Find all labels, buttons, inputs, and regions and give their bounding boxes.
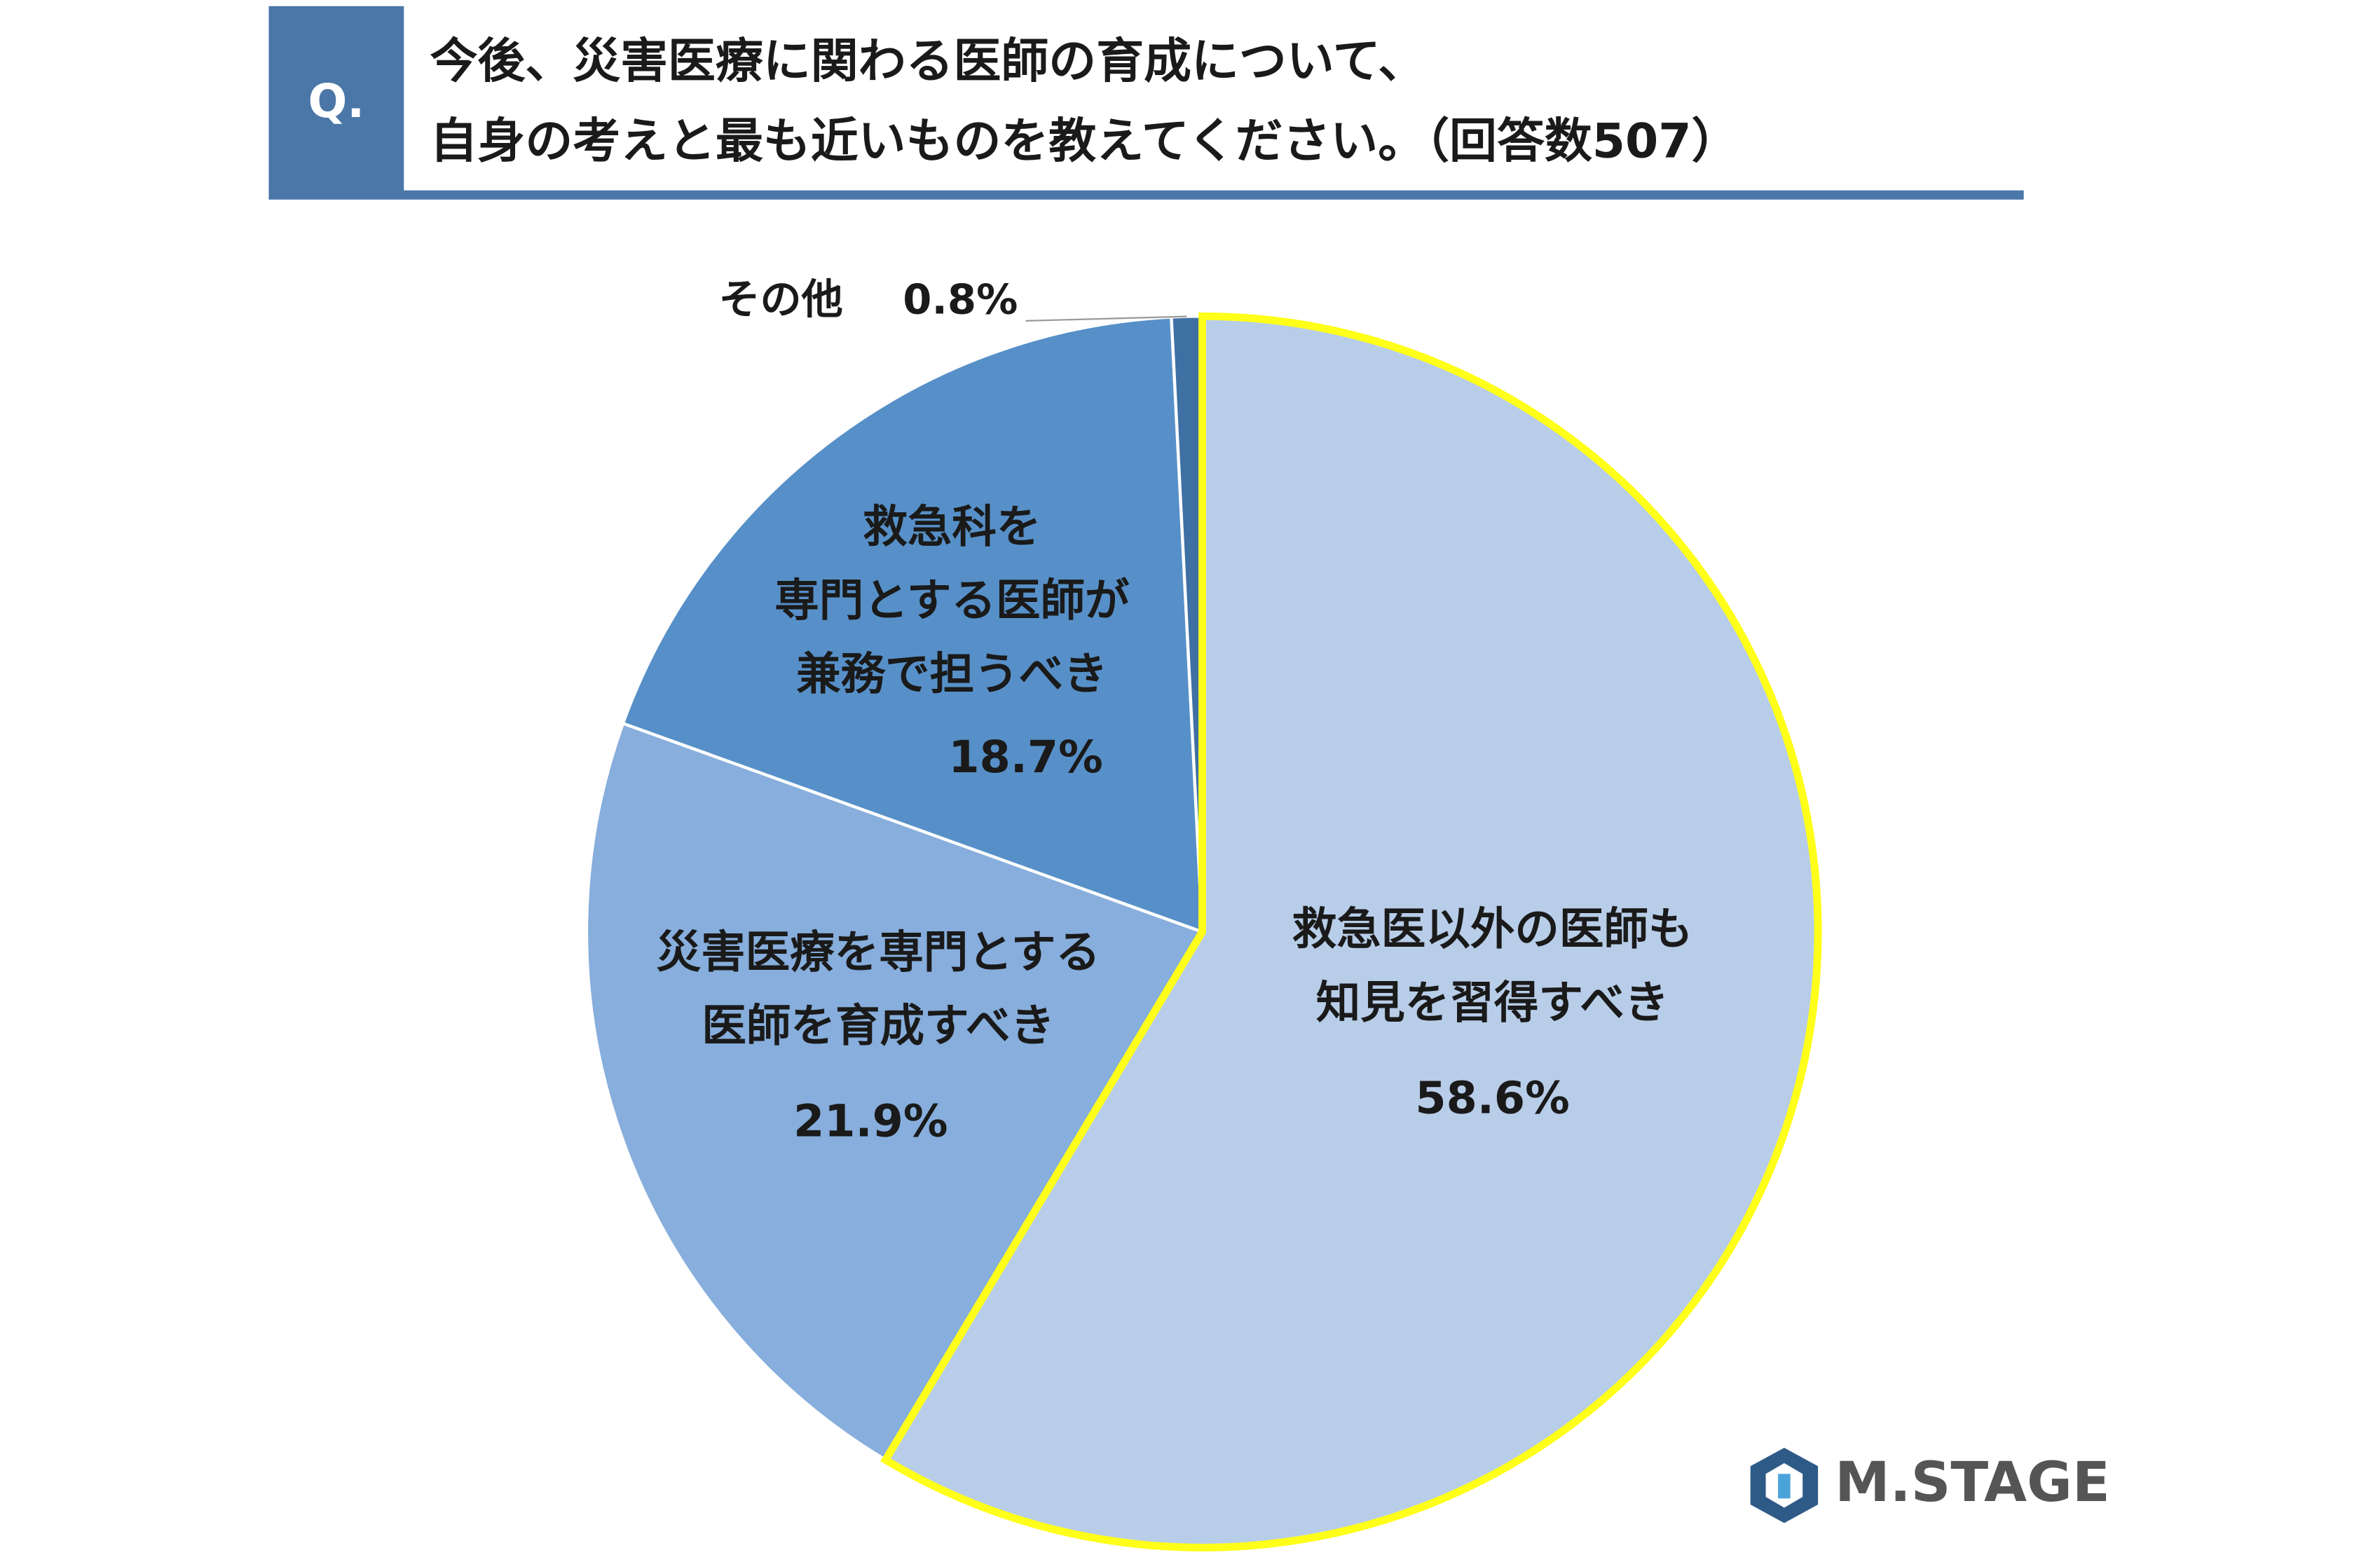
slice-label: 兼務で担うべき [796, 648, 1108, 700]
title-rule [268, 190, 2024, 200]
logo: M.STAGE [1835, 1450, 2110, 1514]
title-line: 自身の考えと最も近いものを教えてください。（回答数507） [430, 114, 1739, 169]
leader-line [1025, 315, 1187, 322]
logo-icon [1750, 1447, 1819, 1523]
slice-label: 医師を育成すべき [702, 999, 1055, 1051]
slice-label: その他 [718, 275, 842, 324]
badge-box [268, 6, 404, 197]
slice-label: 災害医療を専門とする [657, 926, 1100, 978]
value-label: 21.9% [793, 1095, 948, 1146]
slice-label: 救急科を [863, 500, 1041, 552]
slice-label: 知見を習得すべき [1316, 977, 1669, 1029]
pie-slice [584, 721, 1205, 1462]
title-line: 今後、災害医療に関わる医師の育成について、 [430, 34, 1426, 90]
slice-highlight [880, 312, 1822, 1551]
badge: Q. [308, 75, 364, 128]
value-label: 58.6% [1415, 1071, 1569, 1123]
slice-label: 専門とする医師が [774, 575, 1130, 626]
value-label: 0.8% [903, 275, 1018, 324]
pie-slice [621, 315, 1204, 935]
value-label: 18.7% [948, 731, 1102, 783]
slice-label: 救急医以外の医師も [1292, 903, 1693, 954]
